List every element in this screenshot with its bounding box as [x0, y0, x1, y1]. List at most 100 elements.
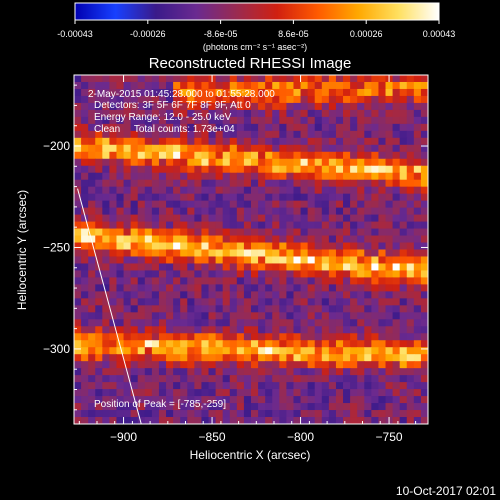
heatmap-cell [251, 347, 259, 355]
heatmap-cell [123, 340, 132, 348]
heatmap-cell [251, 249, 259, 258]
heatmap-cell [187, 298, 195, 306]
heatmap-cell [420, 270, 428, 279]
colorbar-unit-label: (photons cm⁻² s⁻¹ asec⁻²) [203, 42, 307, 52]
heatmap-cell [265, 193, 273, 202]
heatmap-cell [293, 228, 302, 237]
heatmap-cell [229, 249, 238, 258]
heatmap-cell [371, 116, 380, 125]
heatmap-cell [102, 389, 110, 397]
heatmap-cell [123, 256, 132, 265]
heatmap-cell [258, 242, 266, 251]
heatmap-cell [222, 179, 231, 188]
heatmap-cell [293, 410, 302, 418]
heatmap-cell [258, 396, 266, 404]
heatmap-cell [173, 284, 181, 292]
heatmap-cell [215, 361, 224, 369]
heatmap-cell [151, 207, 160, 216]
heatmap-cell [123, 151, 132, 160]
heatmap-cell [399, 186, 408, 195]
heatmap-cell [307, 123, 316, 132]
heatmap-cell [392, 333, 401, 341]
heatmap-cell [116, 284, 125, 292]
heatmap-cell [272, 354, 280, 362]
heatmap-cell [151, 417, 160, 424]
heatmap-cell [151, 116, 160, 125]
heatmap-cell [137, 417, 146, 424]
heatmap-cell [258, 116, 266, 125]
heatmap-cell [187, 375, 195, 383]
heatmap-cell [364, 179, 372, 188]
heatmap-cell [109, 319, 118, 327]
heatmap-cell [357, 172, 365, 181]
heatmap-cell [350, 277, 358, 285]
heatmap-cell [158, 410, 167, 418]
heatmap-cell [328, 214, 337, 223]
heatmap-cell [350, 361, 358, 369]
heatmap-cell [144, 81, 153, 90]
heatmap-cell [335, 312, 344, 320]
heatmap-cell [201, 200, 210, 209]
heatmap-cell [229, 193, 238, 202]
heatmap-cell [406, 214, 415, 223]
heatmap-cell [307, 389, 316, 397]
heatmap-cell [293, 109, 302, 118]
heatmap-cell [420, 123, 428, 132]
heatmap-cell [208, 221, 217, 230]
heatmap-cell [328, 95, 337, 104]
heatmap-cell [364, 158, 372, 167]
heatmap-cell [420, 95, 428, 104]
heatmap-cell [151, 319, 160, 327]
heatmap-cell [180, 235, 188, 244]
heatmap-cell [251, 165, 259, 174]
heatmap-cell [116, 326, 125, 334]
heatmap-cell [130, 151, 139, 160]
heatmap-cell [258, 75, 266, 83]
heatmap-cell [151, 396, 160, 404]
heatmap-cell [328, 347, 337, 355]
heatmap-cell [258, 123, 266, 132]
heatmap-cell [378, 375, 387, 383]
heatmap-cell [307, 312, 316, 320]
heatmap-cell [364, 396, 372, 404]
heatmap-cell [81, 186, 89, 195]
heatmap-cell [173, 130, 181, 139]
heatmap-cell [314, 235, 323, 244]
heatmap-cell [399, 123, 408, 132]
heatmap-cell [314, 102, 323, 111]
heatmap-cell [130, 382, 139, 390]
heatmap-cell [137, 410, 146, 418]
heatmap-cell [102, 193, 110, 202]
heatmap-cell [215, 347, 224, 355]
heatmap-cell [109, 214, 118, 223]
heatmap-cell [406, 109, 415, 118]
heatmap-cell [279, 375, 287, 383]
heatmap-cell [201, 333, 210, 341]
heatmap-cell [130, 284, 139, 292]
heatmap-cell [357, 361, 365, 369]
heatmap-cell [399, 403, 408, 411]
heatmap-cell [321, 417, 330, 424]
heatmap-cell [74, 256, 82, 265]
heatmap-cell [130, 193, 139, 202]
heatmap-cell [307, 340, 316, 348]
heatmap-cell [279, 312, 287, 320]
heatmap-cell [81, 137, 89, 146]
heatmap-cell [265, 396, 273, 404]
heatmap-cell [243, 305, 252, 313]
heatmap-cell [335, 263, 344, 272]
heatmap-cell [173, 179, 181, 188]
heatmap-cell [194, 417, 203, 424]
heatmap-cell [144, 375, 153, 383]
heatmap-cell [88, 410, 96, 418]
heatmap-cell [130, 277, 139, 285]
heatmap-cell [194, 214, 203, 223]
heatmap-cell [166, 249, 174, 258]
heatmap-cell [343, 312, 351, 320]
heatmap-cell [357, 312, 365, 320]
heatmap-cell [88, 172, 96, 181]
heatmap-cell [215, 284, 224, 292]
heatmap-cell [236, 158, 245, 167]
heatmap-cell [314, 116, 323, 125]
heatmap-cell [420, 361, 428, 369]
